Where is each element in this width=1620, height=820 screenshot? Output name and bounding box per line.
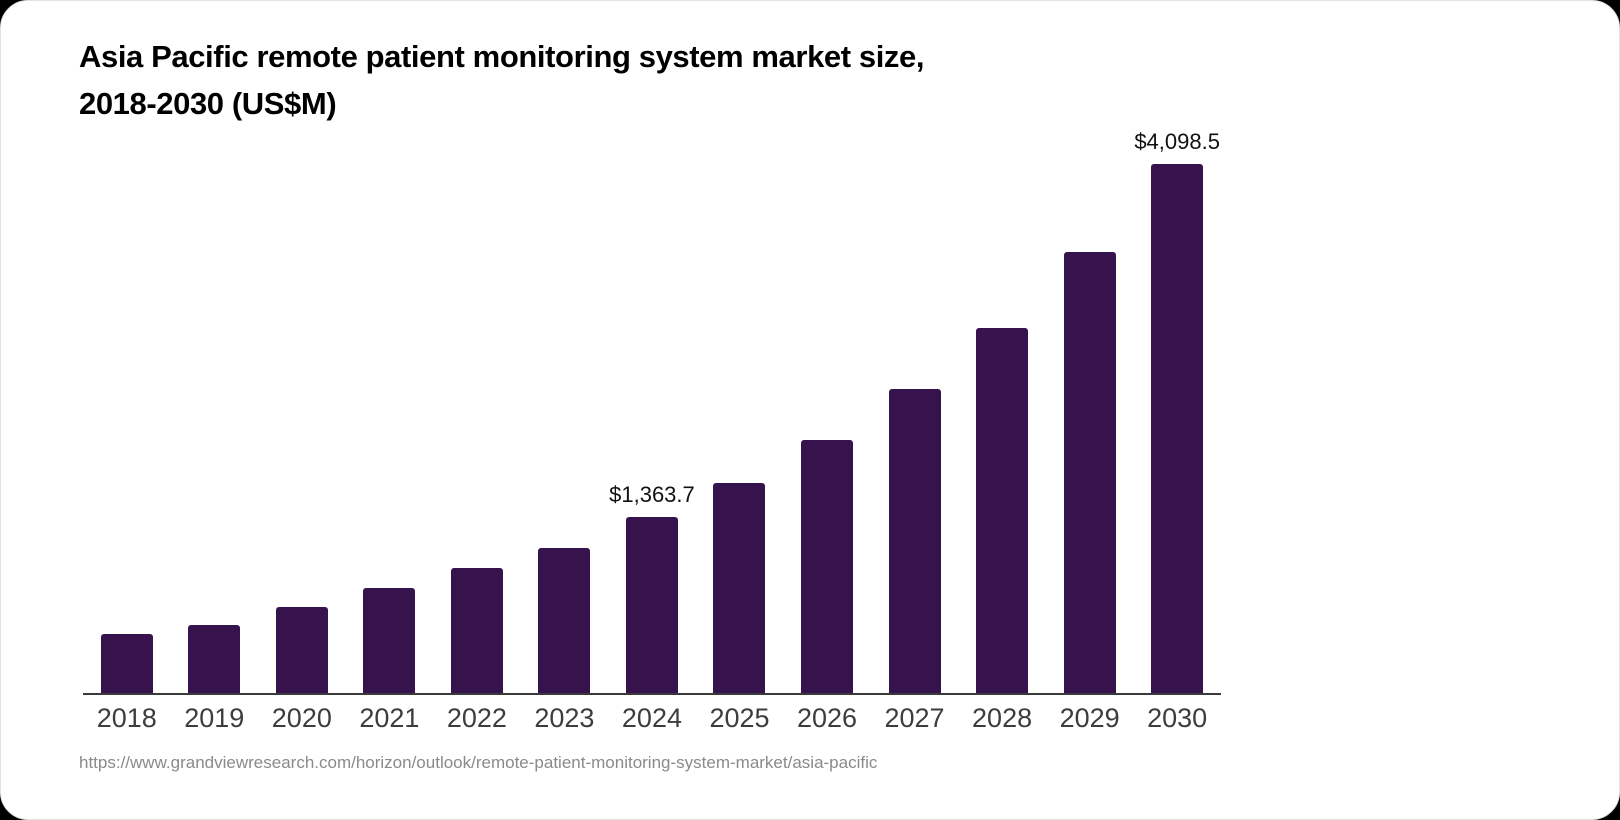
bar-2019 bbox=[188, 624, 241, 693]
x-tick-2029: 2029 bbox=[1059, 703, 1120, 733]
source-url: https://www.grandviewresearch.com/horizo… bbox=[79, 753, 878, 772]
x-tick-2024: 2024 bbox=[621, 703, 682, 733]
bar-chart: $1,363.7 $4,098.5 2018 2019 2020 2021 2022 202… bbox=[83, 129, 1221, 733]
x-tick-2022: 2022 bbox=[446, 703, 507, 733]
x-tick-2023: 2023 bbox=[534, 703, 595, 733]
data-label-2030: $4,098.5 bbox=[1134, 129, 1220, 155]
x-tick-2020: 2020 bbox=[271, 703, 332, 733]
bar-2024 bbox=[625, 517, 678, 693]
bar-2023 bbox=[538, 547, 591, 693]
bar-slot-2026 bbox=[783, 138, 871, 693]
bar-slot-2030: $4,098.5 bbox=[1133, 129, 1221, 693]
bar-slot-2029 bbox=[1046, 138, 1134, 693]
bar-slot-2018 bbox=[83, 138, 171, 693]
bar-slot-2022 bbox=[433, 138, 521, 693]
bar-2020 bbox=[275, 606, 328, 693]
bar-2027 bbox=[888, 389, 941, 693]
x-tick-2027: 2027 bbox=[884, 703, 945, 733]
bar-2026 bbox=[801, 440, 854, 693]
bar-slot-2023 bbox=[521, 138, 609, 693]
bar-slot-2021 bbox=[346, 138, 434, 693]
x-tick-2028: 2028 bbox=[972, 703, 1033, 733]
plot-area: $1,363.7 $4,098.5 bbox=[83, 129, 1221, 695]
x-tick-2025: 2025 bbox=[709, 703, 770, 733]
bar-slot-2025 bbox=[696, 138, 784, 693]
chart-title-line1: Asia Pacific remote patient monitoring s… bbox=[79, 39, 925, 74]
bar-2018 bbox=[100, 634, 153, 693]
x-tick-2018: 2018 bbox=[96, 703, 157, 733]
bar-2021 bbox=[363, 588, 416, 693]
bar-slot-2019 bbox=[171, 138, 259, 693]
data-label-2024: $1,363.7 bbox=[609, 482, 695, 507]
x-axis: 2018 2019 2020 2021 2022 2023 2024 2025 2026 2027… bbox=[83, 703, 1221, 734]
chart-title: Asia Pacific remote patient monitoring s… bbox=[79, 33, 1179, 127]
x-tick-2021: 2021 bbox=[359, 703, 420, 733]
bar-slot-2028 bbox=[958, 138, 1046, 693]
bar-2030 bbox=[1151, 164, 1204, 693]
bar-slot-2024: $1,363.7 bbox=[608, 138, 696, 693]
x-tick-2019: 2019 bbox=[184, 703, 245, 733]
bar-slot-2027 bbox=[871, 138, 959, 693]
bar-slot-2020 bbox=[258, 138, 346, 693]
bar-2028 bbox=[976, 327, 1029, 693]
bar-2025 bbox=[713, 482, 766, 693]
chart-title-line2: 2018-2030 (US$M) bbox=[79, 86, 337, 121]
bar-2022 bbox=[450, 568, 503, 693]
bar-2029 bbox=[1063, 252, 1116, 693]
x-tick-2026: 2026 bbox=[796, 703, 858, 733]
x-tick-2030: 2030 bbox=[1147, 703, 1208, 733]
